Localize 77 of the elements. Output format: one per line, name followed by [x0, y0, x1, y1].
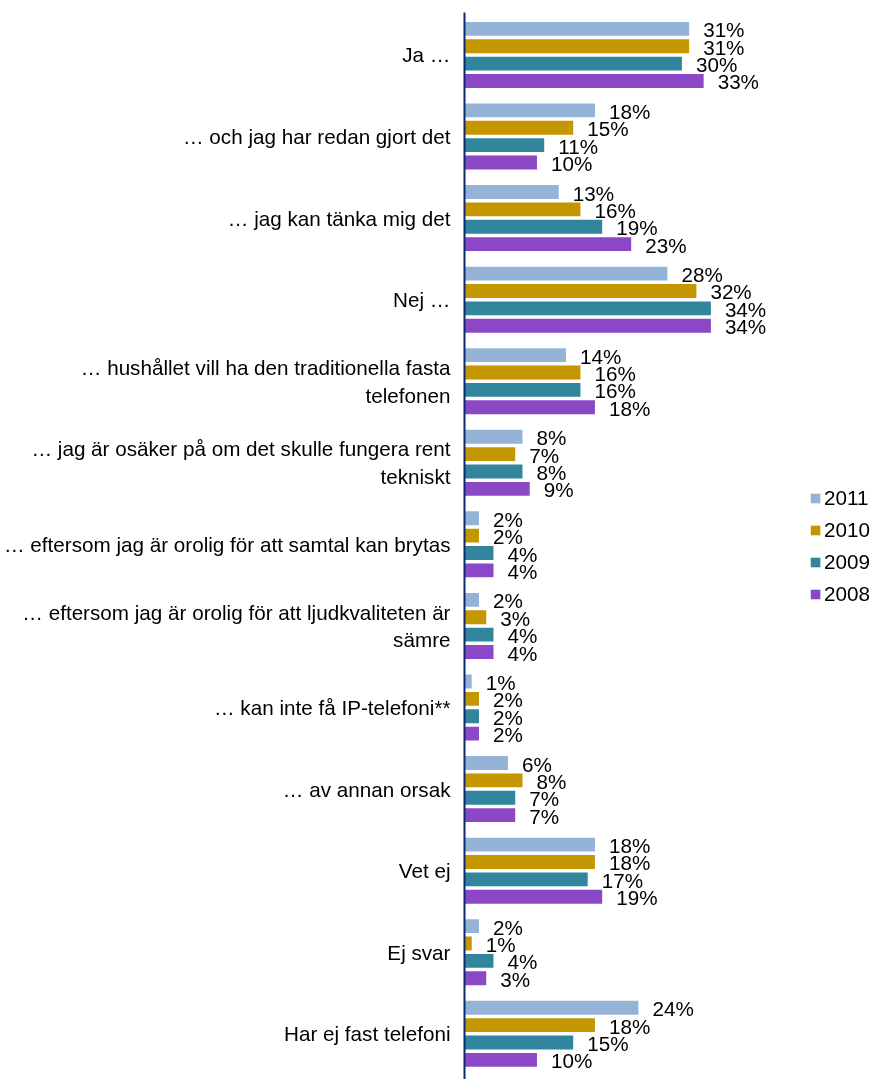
y-tick-label: … kan inte få IP-telefoni** [213, 696, 451, 720]
bar [464, 563, 494, 578]
bar [464, 284, 697, 298]
bar [464, 56, 682, 71]
y-tick-label: … och jag har redan gjort det [182, 124, 451, 148]
legend-label: 2009 [824, 549, 870, 574]
bar [464, 889, 603, 904]
bar [464, 138, 545, 153]
bar [464, 464, 523, 479]
bar [464, 790, 516, 805]
bar [464, 202, 581, 217]
bar [464, 365, 581, 380]
bar [464, 855, 595, 869]
legend-label: 2011 [824, 485, 869, 510]
bar [464, 301, 711, 316]
bar [464, 382, 581, 397]
y-tick-label: Nej … [393, 288, 451, 312]
bar [464, 103, 595, 118]
y-tick-label: … hushållet vill ha den traditionella fasta telefonen [80, 355, 452, 407]
bar [464, 808, 516, 823]
y-tick-label: Har ej fast telefoni [284, 1022, 451, 1046]
bar [464, 756, 508, 770]
bar [464, 627, 494, 642]
bar [464, 21, 690, 36]
bar [464, 645, 494, 659]
bar [464, 954, 494, 968]
data-label: 24% [652, 997, 694, 1021]
y-tick-label: … eftersom jag är orolig för att ljudkvaliteten är sämre [22, 600, 451, 652]
data-label: 2% [492, 589, 523, 613]
bar [464, 120, 574, 135]
bar [464, 971, 487, 986]
bar [464, 429, 523, 444]
bar [464, 74, 704, 88]
bar [464, 610, 487, 625]
bar [464, 726, 479, 741]
data-label: 31% [703, 18, 745, 42]
bar [464, 691, 479, 706]
bar [464, 592, 479, 607]
bar [464, 837, 595, 852]
bar [464, 872, 588, 887]
bar [464, 155, 537, 170]
y-tick-label: Vet ej [398, 859, 451, 883]
y-tick-label: … jag kan tänka mig det [227, 206, 451, 230]
bar [464, 447, 516, 462]
legend-label: 2010 [824, 517, 870, 542]
bar [464, 919, 479, 934]
bar [464, 318, 711, 333]
data-label: 8% [536, 426, 567, 450]
bar [464, 1052, 537, 1067]
y-tick-label: … jag är osäker på om det skulle fungera rent tekniskt [31, 437, 451, 489]
bar [464, 1018, 595, 1033]
bar [464, 266, 668, 281]
bar [464, 348, 566, 363]
bar [464, 1035, 574, 1050]
bar [464, 237, 632, 252]
y-tick-label: Ej svar [387, 940, 451, 964]
bar [464, 528, 479, 543]
bar [464, 773, 523, 788]
y-tick-label: … eftersom jag är orolig för att samtal kan brytas [3, 532, 451, 556]
data-label: 1% [485, 670, 516, 694]
bar [464, 709, 479, 724]
bar [464, 1000, 639, 1015]
bar [464, 400, 595, 415]
y-tick-label: … av annan orsak [282, 777, 452, 801]
data-label: 18% [608, 1014, 651, 1038]
data-label: 2% [492, 915, 523, 939]
bar [464, 481, 530, 496]
y-tick-label: Ja … [402, 43, 451, 67]
data-label: 18% [608, 99, 651, 123]
data-label: 14% [579, 344, 622, 368]
bar [464, 511, 479, 526]
bar [464, 185, 559, 199]
bar [464, 39, 690, 54]
bar [464, 546, 494, 560]
data-label: 2% [492, 507, 523, 531]
legend-label: 2008 [824, 581, 870, 606]
bar [464, 219, 603, 234]
